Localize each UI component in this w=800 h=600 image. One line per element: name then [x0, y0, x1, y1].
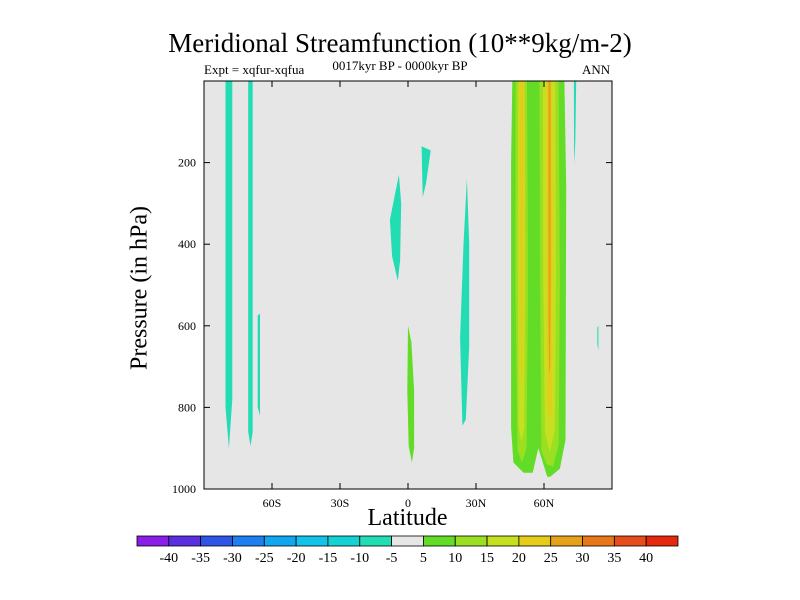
colorbar-level-label: 30: [576, 551, 590, 566]
colorbar-level-label: -5: [386, 551, 398, 566]
colorbar-swatch: [391, 535, 424, 547]
contour-region-3: [257, 313, 260, 416]
colorbar: -40 -35 -30 -25 -20 -15 -10 -5 5 10 15 20 25 30 35 40: [136, 535, 679, 566]
y-tick-label: 200: [178, 156, 196, 170]
chart-subtitle: 0017kyr BP - 0000kyr BP: [332, 58, 468, 73]
colorbar-level-label: -40: [159, 551, 178, 566]
contour-region-17: [548, 81, 551, 375]
chart-title: Meridional Streamfunction (10**9kg/m-2): [168, 28, 632, 58]
x-tick-label: 60S: [263, 496, 282, 510]
experiment-label: Expt = xqfur-xqfua: [204, 62, 305, 77]
y-tick-label: 1000: [172, 482, 196, 496]
colorbar-swatch: [263, 535, 297, 547]
x-tick: 30N: [466, 81, 487, 510]
y-tick-label: 600: [178, 319, 196, 333]
colorbar-swatch: [136, 535, 170, 547]
axis-ticks: 60S 30S 0 30N 60N 200 400 600 800 1000: [172, 81, 612, 510]
colorbar-swatch: [359, 535, 392, 547]
x-tick-label: 30S: [331, 496, 350, 510]
x-tick-label: 60N: [534, 496, 555, 510]
colorbar-level-label: 40: [639, 551, 653, 566]
contour-region-4: [389, 174, 402, 281]
colorbar-level-label: 10: [448, 551, 462, 566]
colorbar-swatch: [582, 535, 615, 547]
contour-region-5: [421, 146, 431, 198]
colorbar-swatch: [645, 535, 679, 547]
colorbar-level-label: -10: [350, 551, 369, 566]
contour-region-2: [248, 81, 253, 447]
y-tick: 600: [178, 319, 612, 333]
colorbar-level-label: 25: [544, 551, 558, 566]
y-tick: 200: [178, 156, 612, 170]
colorbar-level-label: 5: [420, 551, 427, 566]
y-tick-label: 400: [178, 237, 196, 251]
colorbar-level-label: -35: [191, 551, 210, 566]
colorbar-swatch: [200, 535, 233, 547]
contour-region-15: [519, 81, 524, 392]
colorbar-level-label: -20: [287, 551, 306, 566]
x-tick: 0: [405, 81, 411, 510]
colorbar-swatch: [327, 535, 361, 547]
colorbar-level-label: 20: [512, 551, 526, 566]
colorbar-swatch: [518, 535, 552, 547]
colorbar-swatch: [454, 535, 488, 547]
colorbar-level-label: -15: [319, 551, 338, 566]
colorbar-swatch: [232, 535, 265, 547]
x-axis-label: Latitude: [367, 505, 448, 531]
colorbar-swatch: [423, 535, 456, 547]
contour-region-1: [225, 81, 233, 449]
y-tick: 400: [178, 237, 612, 251]
contour-regions: [225, 81, 599, 477]
x-tick-label: 30N: [466, 496, 487, 510]
y-tick: 1000: [172, 482, 612, 496]
colorbar-level-label: -30: [223, 551, 242, 566]
colorbar-swatch: [486, 535, 520, 547]
x-tick-label: 0: [405, 496, 411, 510]
colorbar-level-label: 15: [480, 551, 494, 566]
contour-region-6: [460, 178, 470, 426]
season-label: ANN: [582, 62, 611, 77]
y-tick-label: 800: [178, 400, 196, 414]
colorbar-swatch: [168, 535, 202, 547]
colorbar-swatch: [295, 535, 329, 547]
x-tick: 60S: [263, 81, 282, 510]
colorbar-level-label: -25: [255, 551, 274, 566]
contour-region-9: [407, 325, 415, 463]
colorbar-level-label: 35: [607, 551, 621, 566]
x-tick: 30S: [331, 81, 350, 510]
contour-region-8: [597, 325, 599, 351]
x-tick: 60N: [534, 81, 555, 510]
colorbar-swatch: [550, 535, 583, 547]
y-tick: 800: [178, 400, 612, 414]
colorbar-swatch: [613, 535, 647, 547]
contour-region-7: [573, 81, 577, 165]
